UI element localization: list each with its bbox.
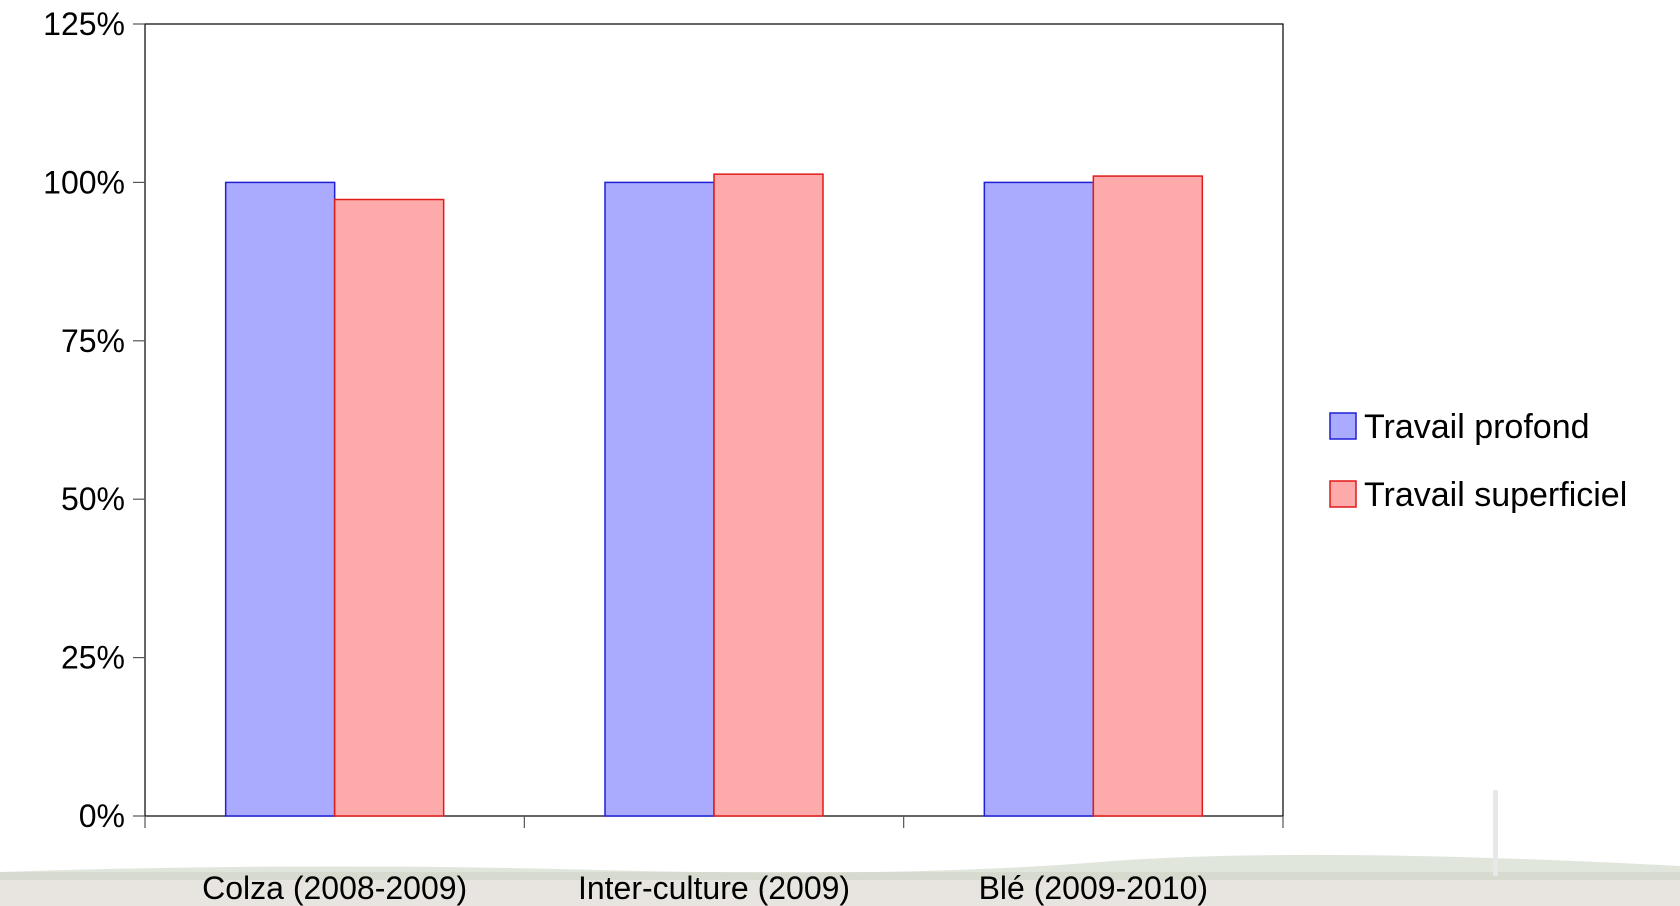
landscape-background: [0, 790, 1680, 906]
y-tick-label: 125%: [43, 6, 125, 42]
legend-swatch: [1329, 480, 1357, 508]
bar-travail-profond: [983, 181, 1095, 817]
bar-travail-superficiel: [713, 173, 824, 817]
y-tick-label: 75%: [61, 323, 125, 359]
x-tick-label: Inter-culture (2009): [578, 870, 850, 906]
bar-travail-superficiel: [333, 198, 445, 817]
bar-travail-superficiel: [1092, 175, 1204, 817]
y-tick-label: 50%: [61, 481, 125, 517]
y-tick-label: 0%: [79, 798, 125, 834]
y-tick-label: 100%: [43, 164, 125, 200]
legend-label: Travail profond: [1364, 408, 1590, 446]
bars-group: [224, 173, 1204, 817]
legend: Travail profond Travail superficiel: [1329, 408, 1627, 514]
x-axis: Colza (2008-2009) Inter-culture (2009) Blé…: [144, 816, 1284, 906]
bar-travail-profond: [604, 181, 715, 817]
legend-label: Travail superficiel: [1364, 476, 1627, 514]
bar-travail-profond: [224, 181, 336, 817]
y-tick-label: 25%: [61, 640, 125, 676]
legend-swatch: [1329, 412, 1357, 440]
x-tick-label: Colza (2008-2009): [202, 870, 467, 906]
y-axis: 0% 25% 50% 75% 100% 125%: [43, 6, 145, 834]
x-tick-label: Blé (2009-2010): [979, 870, 1208, 906]
